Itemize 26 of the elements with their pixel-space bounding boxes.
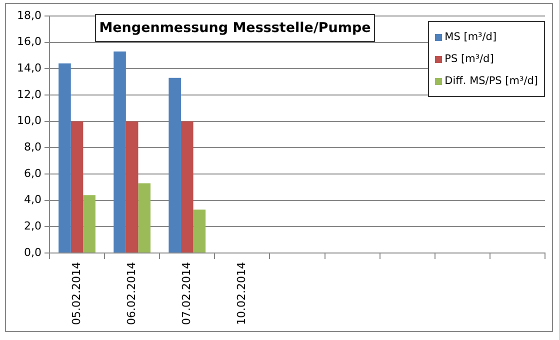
bar <box>180 121 194 253</box>
bar <box>126 121 138 253</box>
y-tick-label: 14,0 <box>16 62 42 75</box>
x-tick-label: 05.02.2014 <box>70 262 83 326</box>
y-tick-label: 2,0 <box>24 220 42 233</box>
bar <box>168 78 181 253</box>
bar <box>83 195 96 253</box>
x-tick-label: 10.02.2014 <box>235 262 248 326</box>
bar <box>58 63 71 253</box>
legend-label: Diff. MS/PS [m³/d] <box>444 75 538 87</box>
bar <box>114 52 126 253</box>
bar <box>138 183 151 253</box>
x-tick-label: 07.02.2014 <box>180 262 193 326</box>
y-tick-label: 18,0 <box>16 8 42 22</box>
bar <box>193 210 206 253</box>
y-tick-label: 0,0 <box>24 246 42 259</box>
y-tick-label: 10,0 <box>16 114 42 128</box>
y-tick-label: 6,0 <box>24 166 42 180</box>
y-tick-label: 12,0 <box>16 88 42 101</box>
x-tick-label: 06.02.2014 <box>124 262 138 326</box>
bar <box>70 121 84 253</box>
legend-label: PS [m³/d] <box>444 53 494 65</box>
legend-label: MS [m³/d] <box>444 31 497 43</box>
y-tick-label: 4,0 <box>24 193 42 206</box>
y-tick-label: 8,0 <box>24 140 42 154</box>
y-tick-label: 16,0 <box>16 35 42 48</box>
